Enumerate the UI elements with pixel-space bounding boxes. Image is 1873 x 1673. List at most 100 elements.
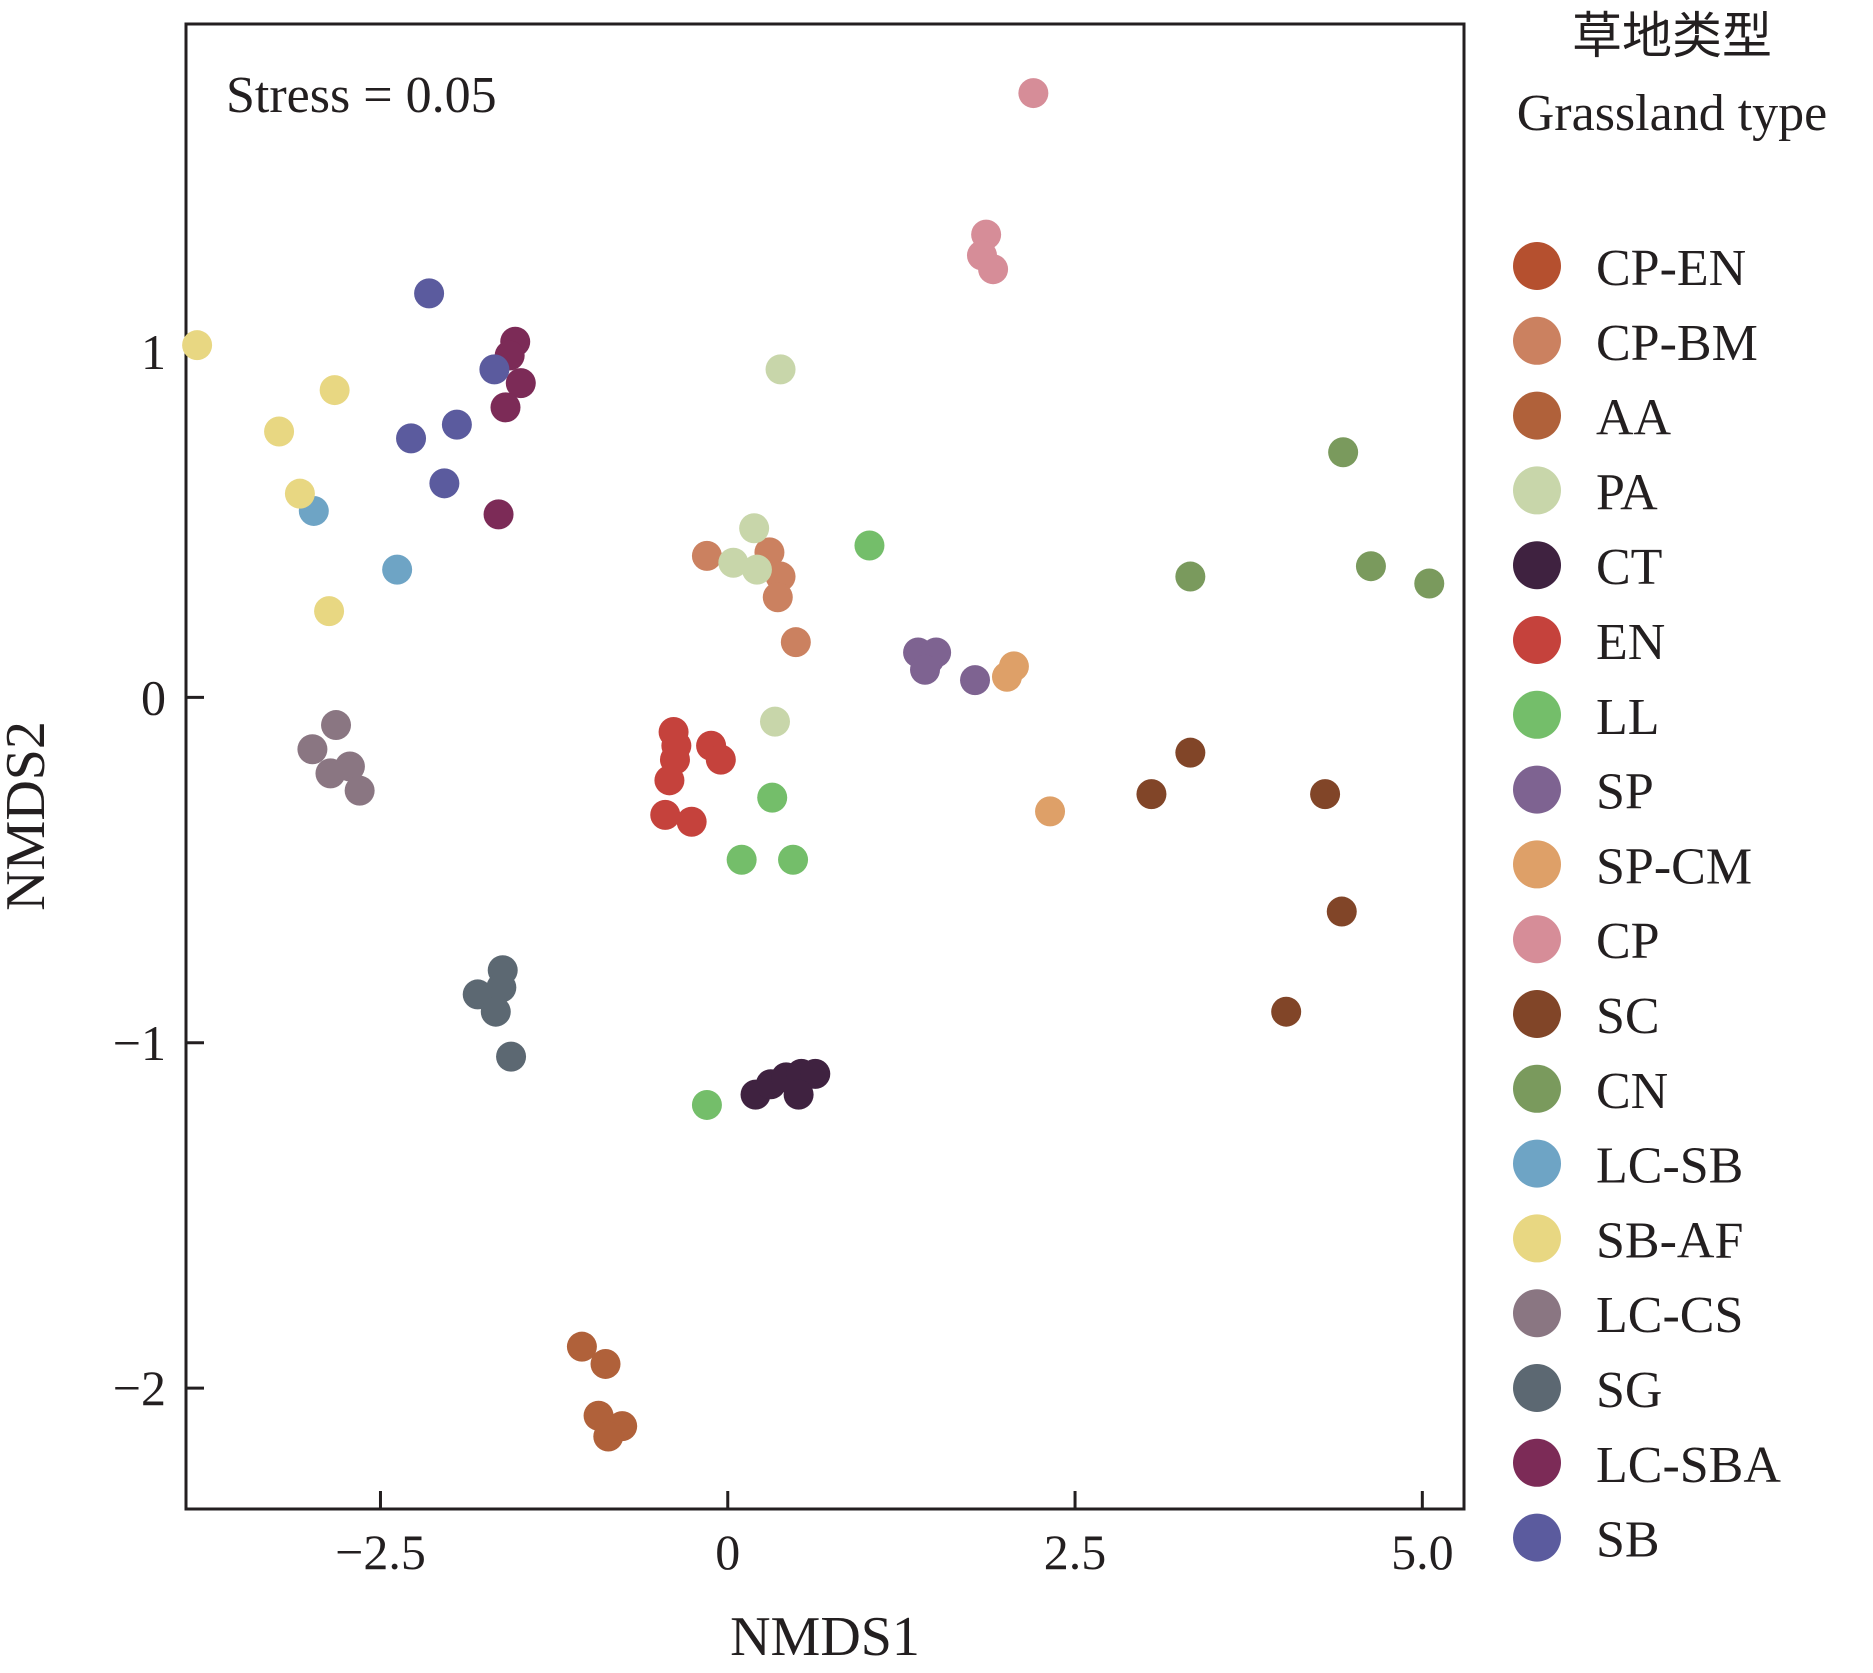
point-sb-af xyxy=(319,375,350,406)
legend-label-ct: CT xyxy=(1596,539,1662,596)
legend-swatch-ct xyxy=(1513,541,1561,590)
legend: 草地类型 Grassland type CP-EN CP-BM AA PA CT EN LL… xyxy=(1513,7,1827,1569)
point-pa xyxy=(718,547,749,578)
x-axis: −2.5 0 2.5 5.0 xyxy=(335,1491,1454,1580)
point-cn xyxy=(1414,568,1445,599)
y-tick-label: 1 xyxy=(141,324,166,380)
legend-label-ll: LL xyxy=(1596,689,1660,746)
legend-swatch-lc-cs xyxy=(1513,1289,1561,1338)
point-cp-bm xyxy=(762,582,793,613)
point-lc-cs xyxy=(334,751,365,782)
point-en xyxy=(676,806,707,837)
point-sc xyxy=(1175,737,1206,768)
legend-label-en: EN xyxy=(1596,614,1665,671)
point-sg xyxy=(496,1041,527,1072)
point-cn xyxy=(1328,437,1359,468)
legend-label-cn: CN xyxy=(1596,1063,1668,1120)
point-cp-bm xyxy=(780,627,811,658)
legend-label-pa: PA xyxy=(1596,464,1658,521)
legend-label-lc-sba: LC-SBA xyxy=(1596,1437,1781,1494)
point-cn xyxy=(1355,551,1386,582)
point-cp xyxy=(1018,78,1049,109)
point-lc-cs xyxy=(321,710,352,741)
point-sg xyxy=(486,972,517,1003)
point-sp-cm xyxy=(991,661,1022,692)
plot-frame xyxy=(184,22,1466,1511)
legend-swatch-sb-af xyxy=(1513,1214,1561,1263)
legend-label-cp-bm: CP-BM xyxy=(1596,315,1758,372)
point-ct xyxy=(783,1079,814,1110)
legend-items: CP-EN CP-BM AA PA CT EN LL SP SP-CM CP SC CN LC-SB SB… xyxy=(1513,240,1781,1569)
point-sb xyxy=(441,409,472,440)
y-tick-label: −2 xyxy=(113,1360,166,1416)
legend-swatch-pa xyxy=(1513,466,1561,515)
legend-label-lc-sb: LC-SB xyxy=(1596,1138,1743,1195)
point-ll xyxy=(691,1089,722,1120)
point-ll xyxy=(854,530,885,561)
legend-swatch-cp-bm xyxy=(1513,316,1561,365)
point-lc-cs xyxy=(297,734,328,765)
point-lc-cs xyxy=(344,775,375,806)
point-cp-bm xyxy=(691,540,722,571)
point-sp-cm xyxy=(1035,796,1066,827)
point-aa xyxy=(566,1331,597,1362)
legend-label-cp: CP xyxy=(1596,913,1660,970)
legend-swatch-cn xyxy=(1513,1064,1561,1113)
point-en xyxy=(654,765,685,796)
legend-swatch-sp-cm xyxy=(1513,840,1561,889)
point-sp xyxy=(960,665,991,696)
point-cp xyxy=(978,254,1009,285)
legend-swatch-lc-sba xyxy=(1513,1438,1561,1487)
point-pa xyxy=(741,554,772,585)
legend-swatch-en xyxy=(1513,616,1561,664)
legend-label-sp-cm: SP-CM xyxy=(1596,838,1752,895)
legend-swatch-ll xyxy=(1513,690,1561,739)
legend-swatch-sg xyxy=(1513,1364,1561,1412)
legend-swatch-lc-sb xyxy=(1513,1139,1561,1188)
legend-swatch-sb xyxy=(1513,1513,1561,1562)
legend-swatch-cp-en xyxy=(1513,242,1561,290)
point-pa xyxy=(765,354,796,385)
point-sb xyxy=(414,278,445,309)
y-tick-label: 0 xyxy=(141,669,166,725)
point-sb-af xyxy=(264,416,295,447)
y-axis: −2 −1 0 1 xyxy=(113,324,204,1416)
legend-label-cp-en: CP-EN xyxy=(1596,240,1746,297)
point-sp xyxy=(910,654,941,685)
point-sb-af xyxy=(284,478,315,509)
point-lc-sb xyxy=(382,554,413,585)
point-ct xyxy=(800,1058,831,1089)
scatter-points xyxy=(182,78,1445,1452)
legend-label-sc: SC xyxy=(1596,988,1660,1045)
y-tick-label: −1 xyxy=(113,1015,166,1071)
point-sb xyxy=(479,354,510,385)
legend-swatch-sc xyxy=(1513,990,1561,1038)
legend-label-sb-af: SB-AF xyxy=(1596,1212,1743,1269)
point-ll xyxy=(757,782,788,813)
legend-title-english: Grassland type xyxy=(1517,85,1827,142)
point-lc-sba xyxy=(490,392,521,423)
point-sb xyxy=(396,423,427,454)
legend-swatch-cp xyxy=(1513,915,1561,964)
x-tick-label: 5.0 xyxy=(1391,1524,1454,1580)
point-sc xyxy=(1310,779,1341,810)
point-sc xyxy=(1326,896,1357,927)
point-sb-af xyxy=(182,330,213,361)
point-aa xyxy=(590,1348,621,1379)
legend-swatch-sp xyxy=(1513,765,1561,814)
legend-label-sp: SP xyxy=(1596,764,1654,821)
point-sc xyxy=(1136,779,1167,810)
point-lc-sba xyxy=(483,499,514,530)
x-tick-label: −2.5 xyxy=(335,1524,426,1580)
point-sg xyxy=(480,996,511,1027)
stress-annotation: Stress = 0.05 xyxy=(226,67,497,124)
point-lc-sba xyxy=(505,368,536,399)
point-ll xyxy=(726,844,757,875)
legend-label-aa: AA xyxy=(1596,390,1672,447)
x-tick-label: 2.5 xyxy=(1044,1524,1107,1580)
point-ll xyxy=(778,844,809,875)
point-sb-af xyxy=(314,596,345,627)
y-axis-title: NMDS2 xyxy=(0,721,57,911)
point-en xyxy=(705,744,736,775)
